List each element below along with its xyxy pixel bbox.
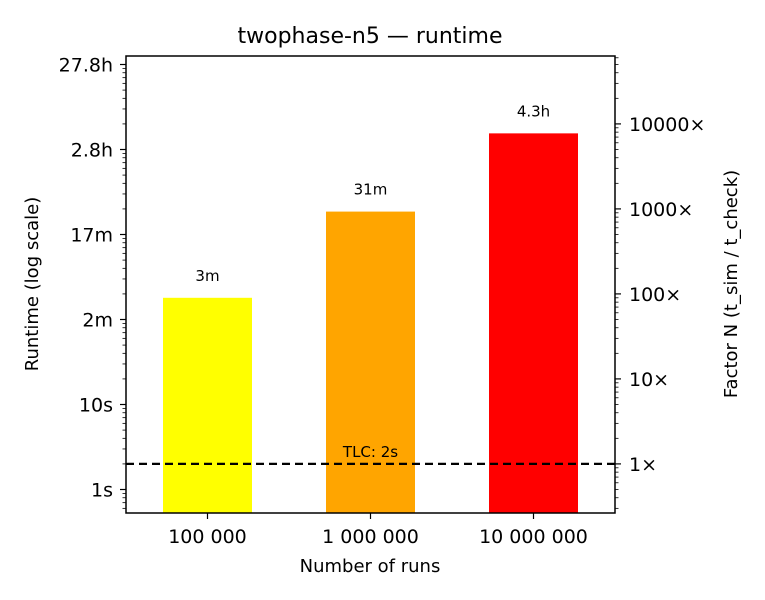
bar-0 xyxy=(163,297,252,513)
right-axis-label: Factor N (t_sim / t_check) xyxy=(721,170,742,398)
bar-value-label-0: 3m xyxy=(195,267,219,285)
chart-title: twophase-n5 — runtime xyxy=(238,24,503,49)
left-tick-label-0: 1s xyxy=(91,480,113,502)
reference-line-label: TLC: 2s xyxy=(342,443,398,461)
left-axis: 1s 10s 2m 17m 2.8h 27.8h xyxy=(59,55,126,509)
right-axis: 1× 10× 100× 1000× 10000× xyxy=(615,57,705,509)
left-tick-label-1: 10s xyxy=(79,395,113,417)
bar-1 xyxy=(326,211,415,513)
y-axis-label: Runtime (log scale) xyxy=(22,197,43,372)
x-axis-label: Number of runs xyxy=(300,556,441,577)
left-tick-label-4: 2.8h xyxy=(71,140,113,162)
bar-value-label-2: 4.3h xyxy=(517,102,550,120)
right-tick-label-1: 10× xyxy=(629,369,669,391)
x-tick-label-1: 1 000 000 xyxy=(322,526,419,548)
right-tick-label-4: 10000× xyxy=(629,114,705,136)
right-tick-label-2: 100× xyxy=(629,284,681,306)
x-tick-label-0: 100 000 xyxy=(168,526,247,548)
bar-2 xyxy=(489,133,578,513)
bar-value-label-1: 31m xyxy=(354,181,388,199)
left-tick-label-2: 2m xyxy=(82,310,113,332)
x-tick-label-2: 10 000 000 xyxy=(479,526,588,548)
reference-line-layer: TLC: 2s xyxy=(126,443,615,466)
left-tick-label-5: 27.8h xyxy=(59,55,113,77)
left-tick-label-3: 17m xyxy=(70,225,113,247)
x-axis: 100 000 1 000 000 10 000 000 xyxy=(168,513,588,548)
right-tick-label-3: 1000× xyxy=(629,199,693,221)
right-tick-label-0: 1× xyxy=(629,454,657,476)
bars-layer: 3m 31m 4.3h xyxy=(163,102,578,513)
